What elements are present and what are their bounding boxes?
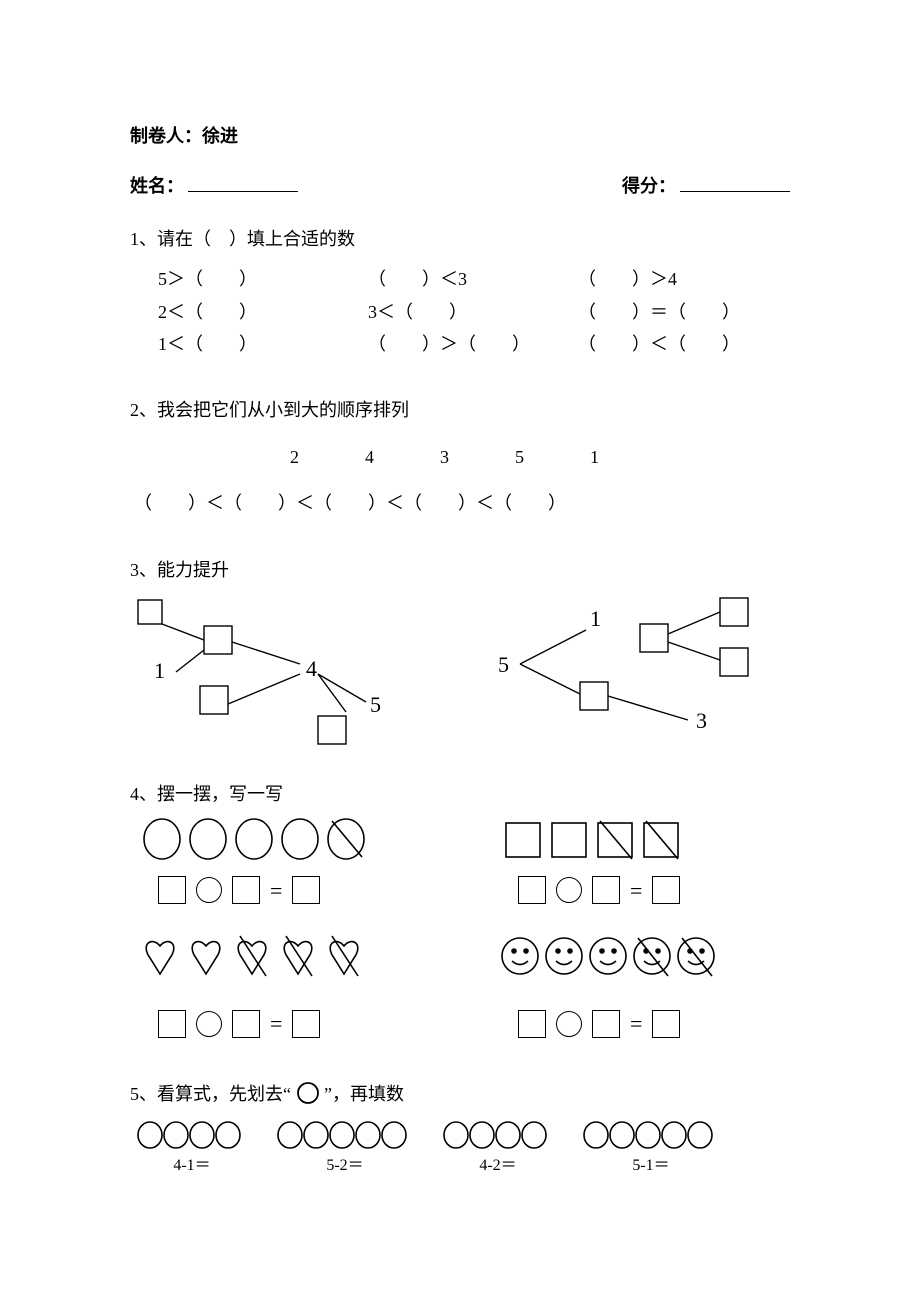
q1-cell[interactable]: 2＜（ ） <box>158 296 368 328</box>
q5-circles[interactable] <box>442 1120 554 1150</box>
q4-cell: = <box>500 811 790 911</box>
q5-label: 4-1＝ <box>136 1152 248 1181</box>
q1-cell[interactable]: （ ）＞4 <box>578 263 788 295</box>
q3-svg: 1 4 5 <box>130 594 790 764</box>
q3-diagrams: 1 4 5 <box>130 594 790 774</box>
q3-left-4: 4 <box>306 656 317 681</box>
ovals-svg <box>140 817 400 861</box>
equation-row[interactable]: = <box>518 1004 790 1044</box>
operator-circle[interactable] <box>556 1011 582 1037</box>
q5-item[interactable]: 4-2＝ <box>442 1120 554 1181</box>
name-label: 姓名： <box>130 176 184 196</box>
q5-title-suffix: ”，再填数 <box>324 1084 404 1104</box>
q5-title: 5、看算式，先划去“ ”，再填数 <box>130 1078 790 1110</box>
faces-svg <box>500 934 760 980</box>
q3-right-3: 3 <box>696 708 707 733</box>
q4-row2: = <box>140 928 790 1044</box>
q1-cell[interactable]: （ ）＝（ ） <box>578 296 788 328</box>
q2-numbers: 2 4 3 5 1 <box>290 441 790 473</box>
name-blank[interactable] <box>188 173 298 192</box>
q5-item[interactable]: 5-1＝ <box>582 1120 720 1181</box>
header-row: 姓名： 得分： <box>130 170 790 202</box>
q4: 4、摆一摆，写一写 <box>130 778 790 1044</box>
q3-right-1: 1 <box>590 606 601 631</box>
squares-svg <box>500 817 720 861</box>
q1-title: 1、请在（ ）填上合适的数 <box>130 223 790 255</box>
q4-cell: = <box>140 928 430 1044</box>
q5-title-prefix: 5、看算式，先划去“ <box>130 1084 291 1104</box>
score-field: 得分： <box>622 170 790 202</box>
squares-row <box>500 817 790 861</box>
answer-box[interactable] <box>518 1010 546 1038</box>
q5-circles[interactable] <box>582 1120 720 1150</box>
q3: 3、能力提升 <box>130 554 790 775</box>
hearts-row <box>140 934 430 980</box>
q4-row1: = <box>140 811 790 911</box>
q4-title: 4、摆一摆，写一写 <box>130 778 790 810</box>
answer-box[interactable] <box>232 876 260 904</box>
operator-circle[interactable] <box>196 1011 222 1037</box>
faces-row <box>500 934 790 980</box>
q5-label: 5-2＝ <box>276 1152 414 1181</box>
answer-box[interactable] <box>158 876 186 904</box>
q1-cell[interactable]: （ ）＜3 <box>368 263 578 295</box>
ovals-row <box>140 817 430 861</box>
q1-cell[interactable]: 3＜（ ） <box>368 296 578 328</box>
name-field: 姓名： <box>130 170 298 202</box>
q5-circles[interactable] <box>136 1120 248 1150</box>
q5-item[interactable]: 5-2＝ <box>276 1120 414 1181</box>
q4-cell: = <box>500 928 790 1044</box>
equation-row[interactable]: = <box>158 871 430 911</box>
q5-circles[interactable] <box>276 1120 414 1150</box>
q5-item[interactable]: 4-1＝ <box>136 1120 248 1181</box>
score-label: 得分： <box>622 176 676 196</box>
q3-title: 3、能力提升 <box>130 554 790 586</box>
circle-icon <box>296 1081 320 1105</box>
q3-right-5: 5 <box>498 652 509 677</box>
score-blank[interactable] <box>680 173 790 192</box>
q4-cell: = <box>140 811 430 911</box>
q1-row: 5＞（ ） （ ）＜3 （ ）＞4 <box>158 263 790 295</box>
answer-box[interactable] <box>158 1010 186 1038</box>
q1-row: 1＜（ ） （ ）＞（ ） （ ）＜（ ） <box>158 328 790 360</box>
answer-box[interactable] <box>292 1010 320 1038</box>
equals-sign: = <box>270 1004 282 1044</box>
worksheet-page: 制卷人：徐进 姓名： 得分： 1、请在（ ）填上合适的数 5＞（ ） （ ）＜3… <box>0 0 920 1302</box>
q2: 2、我会把它们从小到大的顺序排列 2 4 3 5 1 （ ）＜（ ）＜（ ）＜（… <box>130 394 790 519</box>
equals-sign: = <box>630 1004 642 1044</box>
answer-box[interactable] <box>592 1010 620 1038</box>
operator-circle[interactable] <box>556 877 582 903</box>
equation-row[interactable]: = <box>518 871 790 911</box>
q3-left-5: 5 <box>370 692 381 717</box>
author-line: 制卷人：徐进 <box>130 120 790 152</box>
equation-row[interactable]: = <box>158 1004 430 1044</box>
hearts-svg <box>140 934 400 980</box>
answer-box[interactable] <box>292 876 320 904</box>
answer-box[interactable] <box>518 876 546 904</box>
q5-items: 4-1＝ 5-2＝ 4-2＝ 5-1＝ <box>136 1120 790 1181</box>
answer-box[interactable] <box>652 1010 680 1038</box>
q1-grid: 5＞（ ） （ ）＜3 （ ）＞4 2＜（ ） 3＜（ ） （ ）＝（ ） 1＜… <box>158 263 790 360</box>
answer-box[interactable] <box>232 1010 260 1038</box>
q1: 1、请在（ ）填上合适的数 5＞（ ） （ ）＜3 （ ）＞4 2＜（ ） 3＜… <box>130 223 790 361</box>
q2-answer-line[interactable]: （ ）＜（ ）＜（ ）＜（ ）＜（ ） <box>134 487 790 519</box>
q5-label: 5-1＝ <box>582 1152 720 1181</box>
q1-cell[interactable]: （ ）＜（ ） <box>578 328 788 360</box>
q3-left-1: 1 <box>154 658 165 683</box>
answer-box[interactable] <box>592 876 620 904</box>
equals-sign: = <box>270 871 282 911</box>
q5-label: 4-2＝ <box>442 1152 554 1181</box>
equals-sign: = <box>630 871 642 911</box>
q1-cell[interactable]: 1＜（ ） <box>158 328 368 360</box>
q1-cell[interactable]: 5＞（ ） <box>158 263 368 295</box>
q1-cell[interactable]: （ ）＞（ ） <box>368 328 578 360</box>
answer-box[interactable] <box>652 876 680 904</box>
q2-title: 2、我会把它们从小到大的顺序排列 <box>130 394 790 426</box>
operator-circle[interactable] <box>196 877 222 903</box>
q1-row: 2＜（ ） 3＜（ ） （ ）＝（ ） <box>158 296 790 328</box>
q5: 5、看算式，先划去“ ”，再填数 4-1＝ 5-2＝ 4-2＝ <box>130 1078 790 1181</box>
